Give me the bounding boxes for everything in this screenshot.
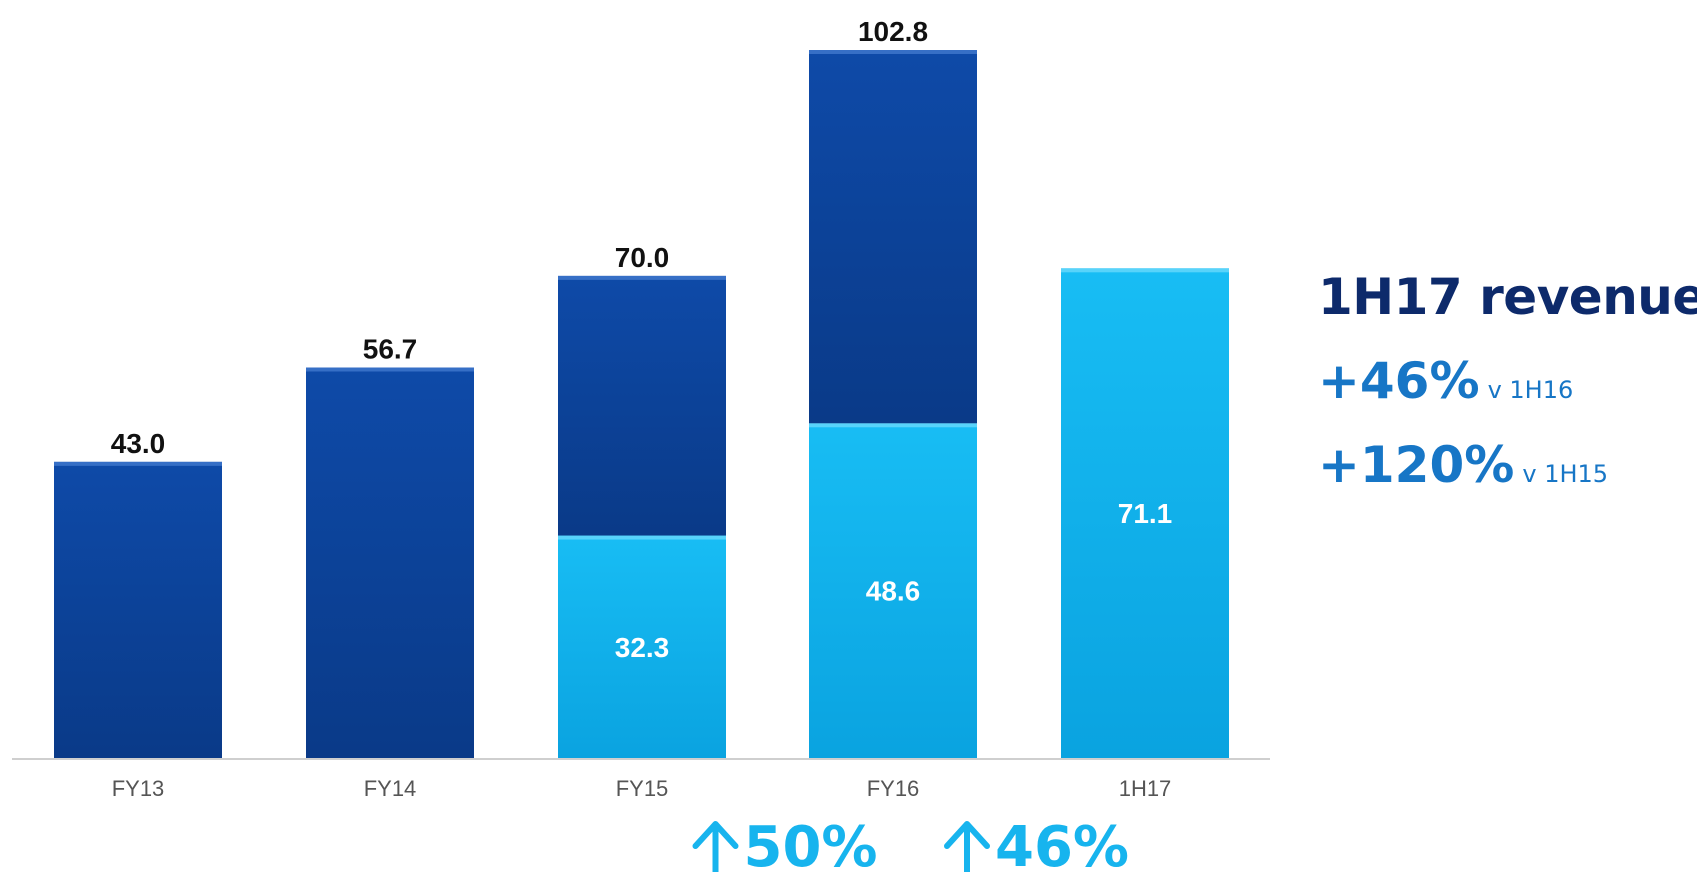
tick-label-fy15: FY15 <box>616 776 669 801</box>
tick-label-1h17: 1H17 <box>1119 776 1172 801</box>
stat-reference: v 1H16 <box>1487 376 1574 404</box>
bar-fy15-segment-1 <box>558 535 726 758</box>
total-label-fy13: 43.0 <box>111 428 166 459</box>
total-label-fy14: 56.7 <box>363 333 418 364</box>
bar-fy16-segment-2-highlight <box>809 50 977 54</box>
inner-label-fy15: 32.3 <box>615 632 670 663</box>
bar-fy13-segment-2-highlight <box>54 461 222 466</box>
stat-row-1h16: +46% v 1H16 <box>1318 352 1688 410</box>
bar-fy15-segment-1-highlight <box>558 535 726 540</box>
bar-fy16-segment-2 <box>809 50 977 424</box>
total-label-fy16: 102.8 <box>858 16 928 47</box>
up-arrow-icon <box>692 821 739 872</box>
revenue-bar-chart: 43.0 FY13 56.7 FY14 70.0 32.3 FY15 102.8 48.6 FY1… <box>12 16 1270 872</box>
up-arrow-icon <box>944 821 990 872</box>
stat-row-1h15: +120% v 1H15 <box>1318 436 1688 494</box>
inner-label-fy16: 48.6 <box>866 576 921 607</box>
bar-fy16-segment-1 <box>809 423 977 758</box>
bar-fy16-segment-1-highlight <box>809 423 977 428</box>
stat-value: +120% <box>1318 436 1515 494</box>
growth-annotation-2: 46% <box>944 815 1129 872</box>
total-label-fy15: 70.0 <box>615 242 670 273</box>
tick-label-fy16: FY16 <box>867 776 920 801</box>
bar-fy14-segment-2-highlight <box>306 367 474 372</box>
bar-1h17-segment-1-highlight <box>1061 268 1229 273</box>
bar-fy14-segment-2 <box>306 367 474 758</box>
inner-label-1h17: 71.1 <box>1118 498 1173 529</box>
growth-label: 50% <box>744 815 878 872</box>
growth-annotation-1: 50% <box>692 815 878 872</box>
bar-1h17-segment-1 <box>1061 268 1229 758</box>
stat-value: +46% <box>1318 352 1480 410</box>
tick-label-fy13: FY13 <box>112 776 165 801</box>
side-panel-title: 1H17 revenue <box>1318 268 1697 326</box>
bar-fy15-segment-2 <box>558 275 726 536</box>
bar-fy13-segment-2 <box>54 461 222 758</box>
tick-label-fy14: FY14 <box>364 776 417 801</box>
side-panel: 1H17 revenue +46% v 1H16 +120% v 1H15 <box>1318 268 1697 494</box>
growth-label: 46% <box>995 815 1129 872</box>
bar-fy15-segment-2-highlight <box>558 275 726 280</box>
stat-reference: v 1H15 <box>1522 460 1609 488</box>
